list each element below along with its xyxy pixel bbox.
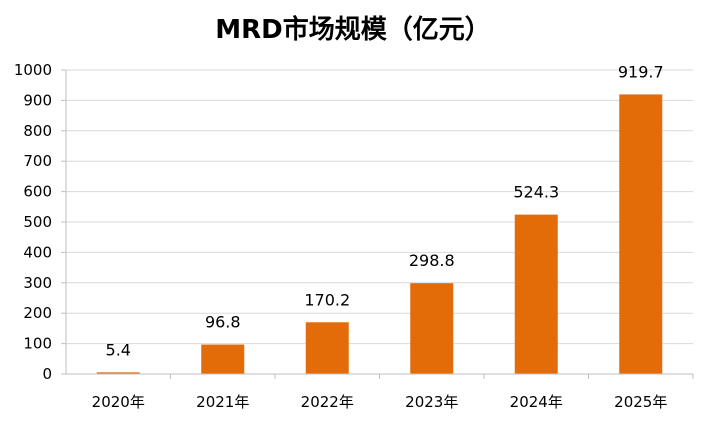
y-tick-label: 700 (23, 152, 52, 170)
y-tick-label: 900 (23, 91, 52, 109)
data-label: 919.7 (618, 62, 664, 81)
data-label: 298.8 (409, 251, 455, 270)
bar (410, 283, 454, 374)
bar (514, 214, 558, 374)
axes (61, 69, 694, 379)
bar (619, 94, 663, 375)
y-tick-label: 600 (23, 183, 52, 201)
y-tick-label: 200 (23, 304, 52, 322)
data-label: 170.2 (304, 290, 350, 309)
y-tick-label: 1000 (14, 61, 52, 79)
bar (96, 372, 140, 374)
bars (96, 94, 663, 375)
y-tick-label: 500 (23, 213, 52, 231)
x-tick-label: 2020年 (92, 393, 145, 411)
x-tick-label: 2022年 (301, 393, 354, 411)
data-label: 524.3 (513, 183, 559, 202)
labels: 0 100 200 300 400 500 600 700 800 900 1000 5.4 2020年… (14, 61, 668, 411)
y-tick-label: 0 (42, 365, 52, 383)
y-tick-label: 800 (23, 122, 52, 140)
x-tick-label: 2024年 (510, 393, 563, 411)
bar (305, 322, 349, 374)
x-tick-label: 2025年 (614, 393, 667, 411)
y-tick-label: 300 (23, 274, 52, 292)
data-label: 96.8 (205, 313, 241, 332)
y-tick-label: 400 (23, 243, 52, 261)
gridlines (66, 69, 693, 345)
x-tick-label: 2023年 (405, 393, 458, 411)
x-tick-label: 2021年 (196, 393, 249, 411)
data-label: 5.4 (106, 340, 131, 359)
chart-title: MRD市场规模（亿元） (215, 14, 490, 45)
y-tick-label: 100 (23, 335, 52, 353)
bar (201, 344, 245, 374)
